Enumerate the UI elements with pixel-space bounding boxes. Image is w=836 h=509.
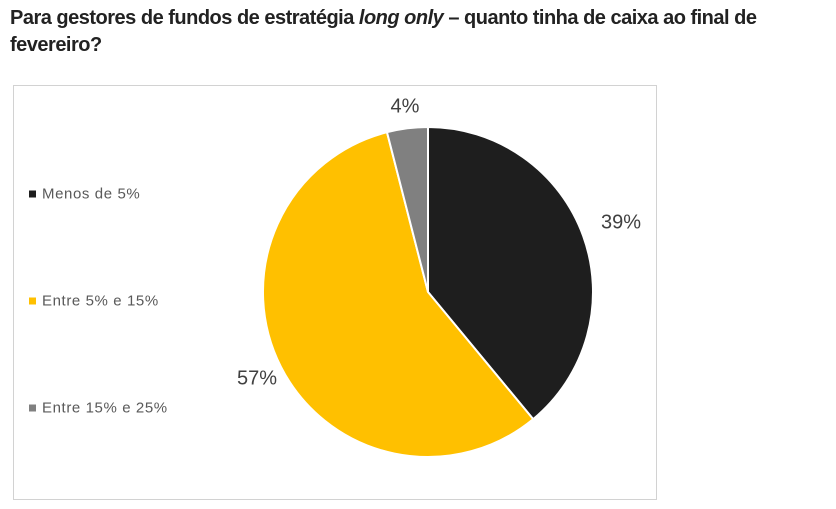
chart-title-italic: long only <box>358 7 444 29</box>
pie-chart <box>262 125 594 458</box>
chart-title: Para gestores de fundos de estratégia lo… <box>10 5 828 59</box>
chart-title-prefix: Para gestores de fundos de estratégia <box>10 7 359 29</box>
legend-label: Menos de 5% <box>42 185 141 203</box>
chart-title-suffix: – quanto tinha de caixa ao final de <box>443 7 757 29</box>
legend-item-entre-5-e-15: Entre 5% e 15% <box>29 293 159 310</box>
pie-slice-1 <box>262 130 535 458</box>
pie-data-label: 57% <box>236 367 278 390</box>
legend-item-entre-15-e-25: Entre 15% e 25% <box>29 400 168 417</box>
legend-label: Entre 5% e 15% <box>42 292 159 310</box>
chart-plot-area: 39% 57% 4% Menos de 5% Entre 5% e 15% Entr… <box>13 85 657 500</box>
legend-label: Entre 15% e 25% <box>42 399 168 417</box>
legend-marker-square-icon <box>29 404 36 412</box>
pie-slice-2 <box>385 125 429 293</box>
pie-slice-0 <box>427 125 594 421</box>
legend-marker-square-icon <box>29 297 36 305</box>
legend-item-menos-de-5: Menos de 5% <box>29 186 140 203</box>
chart-title-line1: Para gestores de fundos de estratégia lo… <box>10 5 828 32</box>
pie-data-label: 39% <box>600 211 642 234</box>
pie-data-label: 4% <box>390 95 420 118</box>
legend-marker-square-icon <box>29 190 36 198</box>
chart-title-line2: fevereiro? <box>10 34 102 56</box>
